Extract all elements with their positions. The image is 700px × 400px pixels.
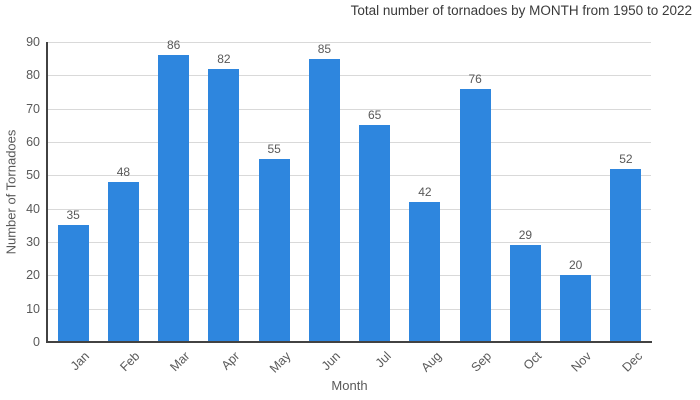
y-tick-label-10: 10 [26,301,40,316]
bar-value-nov: 20 [568,258,583,273]
bar-nov [560,275,592,342]
bar-dec [610,168,642,342]
y-tick-label-50: 50 [26,168,40,183]
y-tick-label-90: 90 [26,35,40,49]
y-tick-label-80: 80 [26,68,40,83]
bar-jun [308,58,340,342]
plot-area: 35 48 86 82 55 85 65 42 76 29 20 52 [48,38,651,342]
bar-feb [107,182,139,342]
bar-jul [359,125,391,342]
bar-value-sep: 76 [468,71,482,86]
x-axis-line [46,341,652,343]
chart-title: Total number of tornadoes by MONTH from … [350,3,692,18]
gridline-y-50 [48,175,651,177]
bar-value-mar: 86 [166,38,181,53]
y-tick-label-40: 40 [26,201,40,216]
bar-oct [509,245,541,342]
gridline-y-60 [48,142,651,143]
gridline-y-80 [48,75,651,77]
gridline-y-90 [48,42,651,43]
gridline-y-10 [48,308,651,310]
bar-value-jul: 65 [367,108,382,123]
bar-value-apr: 82 [217,51,231,66]
y-tick-label-20: 20 [26,268,40,283]
bar-mar [158,55,190,342]
bar-value-jun: 85 [317,41,332,56]
y-axis-line [46,42,48,343]
gridline-y-20 [48,275,651,277]
bar-value-dec: 52 [619,151,633,166]
y-tick-label-70: 70 [26,101,40,116]
bar-value-jan: 35 [66,208,80,223]
bar-aug [409,202,441,342]
x-axis-title: Month [331,378,368,393]
gridline-y-40 [48,208,651,210]
y-tick-label-0: 0 [33,335,40,349]
bar-may [258,158,290,342]
gridline-y-70 [48,108,651,110]
bar-sep [459,88,491,342]
bar-value-aug: 42 [418,185,432,199]
bar-value-feb: 48 [116,165,131,179]
bar-value-may: 55 [267,141,281,156]
bar-value-oct: 29 [518,228,533,243]
gridline-y-30 [48,242,651,243]
bar-jan [57,225,89,342]
y-tick-label-30: 30 [26,235,40,249]
bar-apr [208,68,240,342]
y-tick-label-60: 60 [26,135,40,149]
